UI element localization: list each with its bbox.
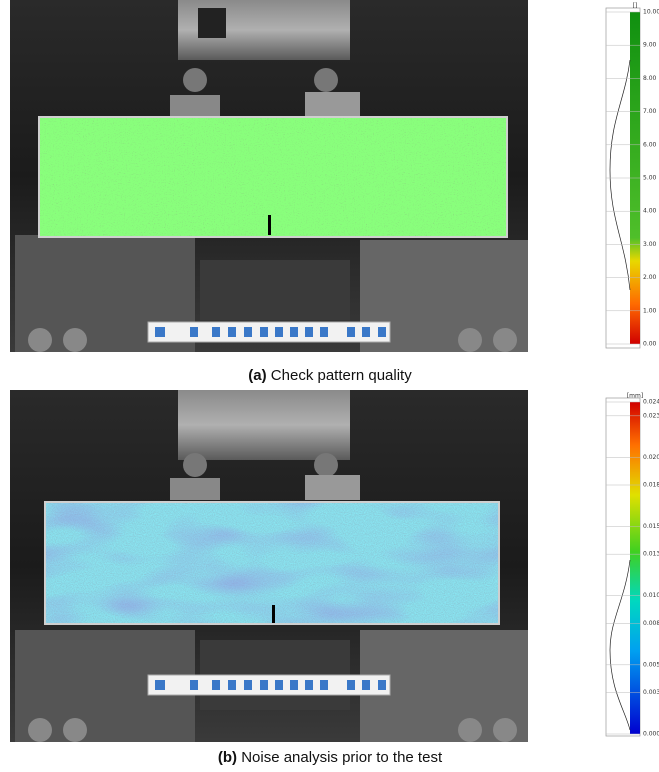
tick-label: 0.005: [643, 661, 659, 668]
caption-text: Noise analysis prior to the test: [241, 749, 443, 766]
colorbar-unit: [mm]: [627, 393, 643, 400]
caption-text: Check pattern quality: [271, 367, 412, 384]
caption: (b) Noise analysis prior to the test: [218, 749, 443, 766]
tick-label: 6.00: [643, 141, 657, 148]
tick-label: 9.00: [643, 42, 657, 49]
tick-label: 3.00: [643, 241, 657, 248]
tick-label: 0.008: [643, 620, 659, 627]
tick-label: 0.024: [643, 399, 659, 406]
colorbar-unit: []: [633, 3, 638, 10]
tick-label: 10.00: [643, 9, 659, 16]
photo-b: [10, 390, 528, 742]
caption: (a) Check pattern quality: [248, 367, 412, 384]
tick-label: 1.00: [643, 307, 657, 314]
tick-label: 0.018: [643, 482, 659, 489]
tick-label: 0.00: [643, 341, 657, 348]
tick-label: 2.00: [643, 274, 657, 281]
tick-label: 0.013: [643, 551, 659, 558]
tick-label: 0.003: [643, 689, 659, 696]
caption-tag: (b): [218, 749, 237, 766]
tick-label: 5.00: [643, 175, 657, 182]
tick-label: 0.020: [643, 454, 659, 461]
tick-label: 7.00: [643, 108, 657, 115]
figure: [] [mm] (a) Check pattern quality (b) No…: [0, 0, 659, 767]
tick-label: 4.00: [643, 208, 657, 215]
tick-label: 0.010: [643, 592, 659, 599]
colorbar-b: [630, 402, 640, 734]
tick-label: 0.015: [643, 523, 659, 530]
photo-a: [10, 0, 528, 352]
tick-label: 8.00: [643, 75, 657, 82]
tick-label: 0.000: [643, 731, 659, 738]
caption-tag: (a): [248, 367, 266, 384]
tick-label: 0.023: [643, 412, 659, 419]
